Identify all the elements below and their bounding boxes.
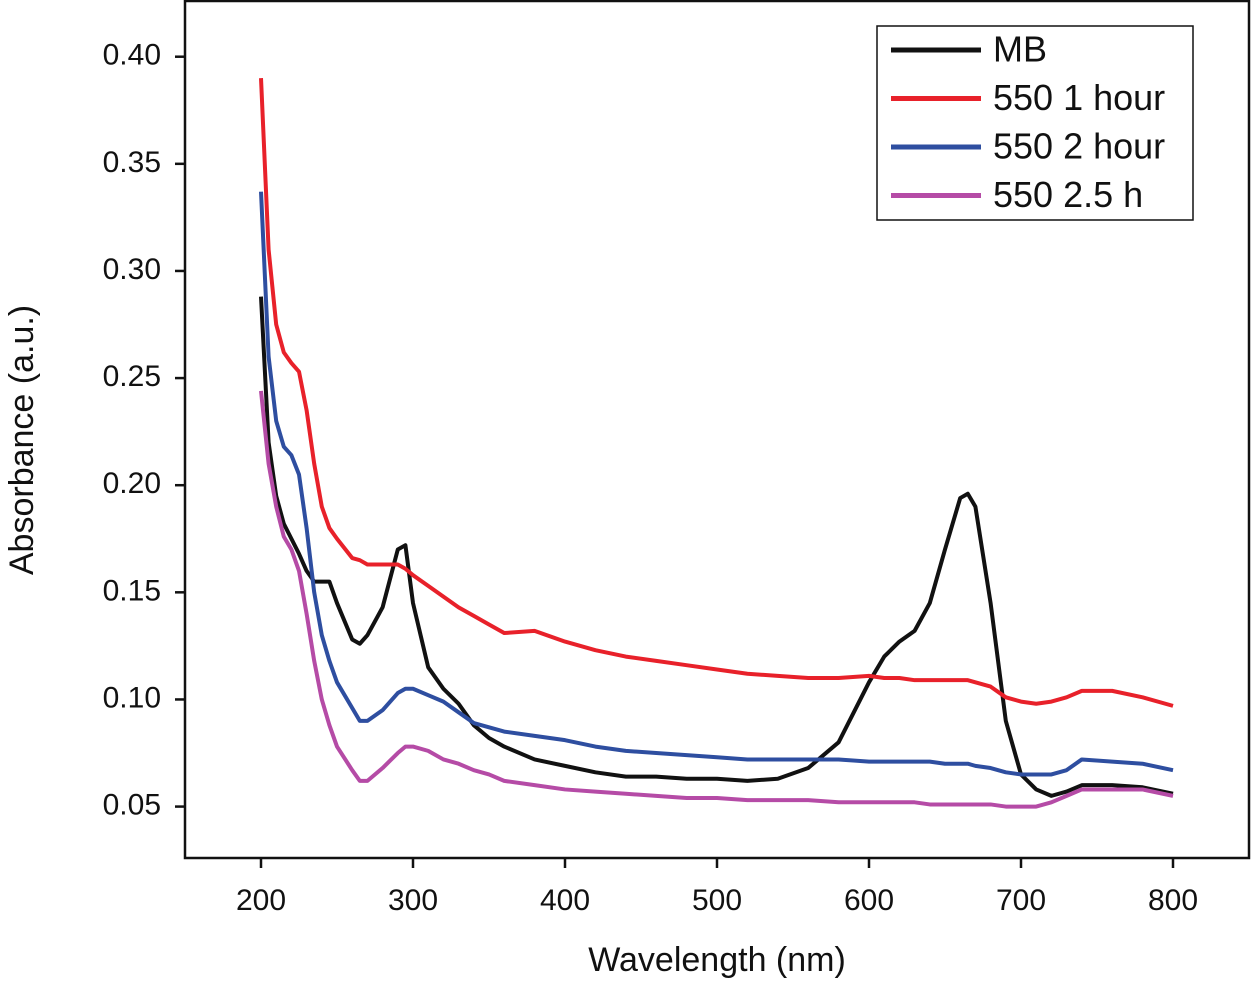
y-tick-label: 0.35 — [103, 146, 161, 179]
y-tick-label: 0.30 — [103, 253, 161, 286]
x-tick-label: 200 — [236, 884, 286, 917]
y-tick-label: 0.20 — [103, 467, 161, 500]
legend-label: 550 2.5 h — [993, 174, 1143, 215]
x-axis-title: Wavelength (nm) — [588, 941, 846, 979]
x-tick-label: 700 — [996, 884, 1046, 917]
series-line — [259, 296, 1174, 798]
series-line — [259, 390, 1174, 809]
legend-label: MB — [993, 29, 1047, 70]
series-line — [259, 78, 1174, 708]
legend-box — [876, 25, 1194, 221]
series-line — [259, 191, 1174, 777]
x-tick-label: 800 — [1148, 884, 1198, 917]
x-tick-label: 600 — [844, 884, 894, 917]
y-tick-label: 0.05 — [103, 789, 161, 822]
x-tick-label: 300 — [388, 884, 438, 917]
y-tick-label: 0.40 — [103, 39, 161, 72]
y-tick-label: 0.25 — [103, 360, 161, 393]
legend-label: 550 2 hour — [993, 126, 1165, 167]
x-tick-label: 400 — [540, 884, 590, 917]
y-tick-label: 0.15 — [103, 574, 161, 607]
y-tick-label: 0.10 — [103, 681, 161, 714]
y-axis-title: Absorbance (a.u.) — [3, 305, 41, 575]
legend-label: 550 1 hour — [993, 77, 1165, 118]
x-tick-label: 500 — [692, 884, 742, 917]
